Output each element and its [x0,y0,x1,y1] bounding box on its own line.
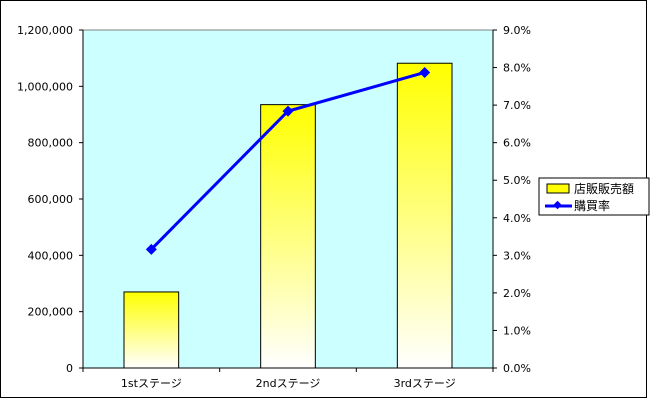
right-tick-label: 4.0% [503,212,531,225]
left-tick-label: 400,000 [28,249,74,262]
bar-series-group [123,62,453,369]
left-tick-label: 200,000 [28,306,74,319]
right-tick-label: 9.0% [503,24,531,37]
left-tick-label: 800,000 [28,137,74,150]
left-tick-label: 1,000,000 [17,80,73,93]
right-tick-label: 0.0% [503,362,531,375]
right-tick-label: 6.0% [503,137,531,150]
line-series-group [145,66,431,255]
right-tick-label: 2.0% [503,287,531,300]
bar [123,291,180,369]
right-tick-label: 1.0% [503,324,531,337]
line-point [282,105,294,117]
left-tick-label: 0 [66,362,73,375]
bar [396,62,453,369]
x-tick-label: 2ndステージ [256,377,321,390]
right-axis-ticks: 0.0% 1.0% 2.0% 3.0% 4.0% 5.0% 6.0% 7.0% 8.0% 9.0% [493,24,531,375]
right-tick-label: 5.0% [503,174,531,187]
right-tick-label: 3.0% [503,249,531,262]
left-axis-ticks: 0 200,000 400,000 600,000 800,000 1,000,000 1,… [17,24,83,375]
x-tick-label: 1stステージ [121,377,182,390]
legend: 店販販売額 購買率 [538,177,650,216]
line-point [419,66,431,78]
legend-label-line: 購買率 [574,198,610,213]
bar [260,104,316,369]
right-tick-label: 8.0% [503,62,531,75]
legend-label-bar: 店販販売額 [574,181,634,196]
legend-bar-swatch [546,183,570,194]
x-tick-label: 3rdステージ [394,377,456,390]
left-tick-label: 1,200,000 [17,24,73,37]
left-tick-label: 600,000 [28,193,74,206]
right-tick-label: 7.0% [503,99,531,112]
line-point [145,243,157,255]
x-axis-ticks: 1stステージ 2ndステージ 3rdステージ [82,368,494,390]
